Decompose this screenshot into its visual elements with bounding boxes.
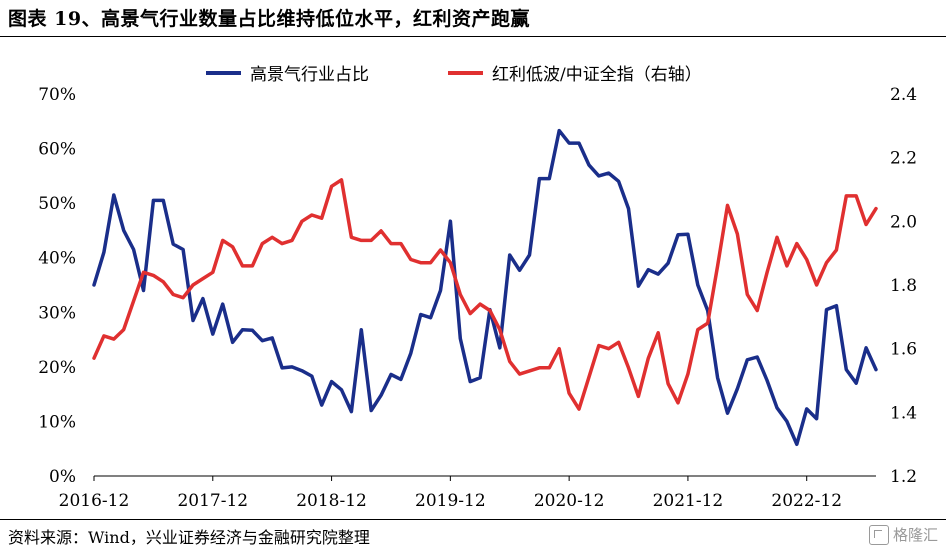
x-tick-label: 2016-12 — [59, 491, 130, 511]
watermark: 格隆汇 — [868, 524, 938, 545]
x-tick-label: 2022-12 — [771, 491, 842, 511]
left-tick-label: 60% — [38, 140, 76, 160]
x-tick-label: 2017-12 — [177, 491, 248, 511]
right-tick-label: 1.4 — [890, 403, 917, 423]
legend-label-series2: 红利低波/中证全指（右轴） — [492, 65, 702, 85]
right-axis-ticks: 1.2 1.4 1.6 1.8 2.0 2.2 2.4 — [890, 85, 917, 487]
left-tick-label: 30% — [38, 303, 76, 323]
right-tick-label: 2.0 — [890, 212, 917, 232]
x-tick-label: 2020-12 — [534, 491, 605, 511]
watermark-logo-icon — [868, 524, 889, 545]
x-tick-label: 2018-12 — [296, 491, 367, 511]
source-rule — [0, 519, 946, 520]
left-axis-ticks: 0% 10% 20% 30% 40% 50% 60% 70% — [38, 85, 76, 487]
page-title: 图表 19、高景气行业数量占比维持低位水平，红利资产跑赢 — [8, 8, 531, 30]
legend-label-series1: 高景气行业占比 — [250, 65, 369, 85]
left-tick-label: 40% — [38, 249, 76, 269]
right-tick-label: 2.4 — [890, 85, 917, 105]
left-tick-label: 70% — [38, 85, 76, 105]
left-tick-label: 0% — [49, 467, 76, 487]
watermark-text: 格隆汇 — [892, 526, 938, 544]
series-lines — [92, 128, 878, 447]
title-rule — [0, 36, 946, 37]
left-tick-label: 10% — [38, 412, 76, 432]
right-tick-label: 2.2 — [890, 149, 917, 169]
chart: 0% 10% 20% 30% 40% 50% 60% 70% 1.2 1.4 1.6 1.8 2.0 2… — [38, 65, 917, 511]
source-note: 资料来源：Wind，兴业证券经济与金融研究院整理 — [8, 528, 370, 547]
x-axis-ticks: 2016-12 2017-12 2018-12 2019-12 2020-12 2021-… — [59, 476, 842, 511]
right-tick-label: 1.6 — [890, 340, 917, 360]
left-tick-label: 20% — [38, 358, 76, 378]
series-line-1 — [92, 128, 878, 447]
right-tick-label: 1.8 — [890, 276, 917, 296]
right-tick-label: 1.2 — [890, 467, 917, 487]
x-tick-label: 2021-12 — [653, 491, 724, 511]
series-line-2 — [92, 178, 878, 411]
legend: 高景气行业占比 红利低波/中证全指（右轴） — [206, 65, 702, 85]
x-tick-label: 2019-12 — [415, 491, 486, 511]
left-tick-label: 50% — [38, 194, 76, 214]
